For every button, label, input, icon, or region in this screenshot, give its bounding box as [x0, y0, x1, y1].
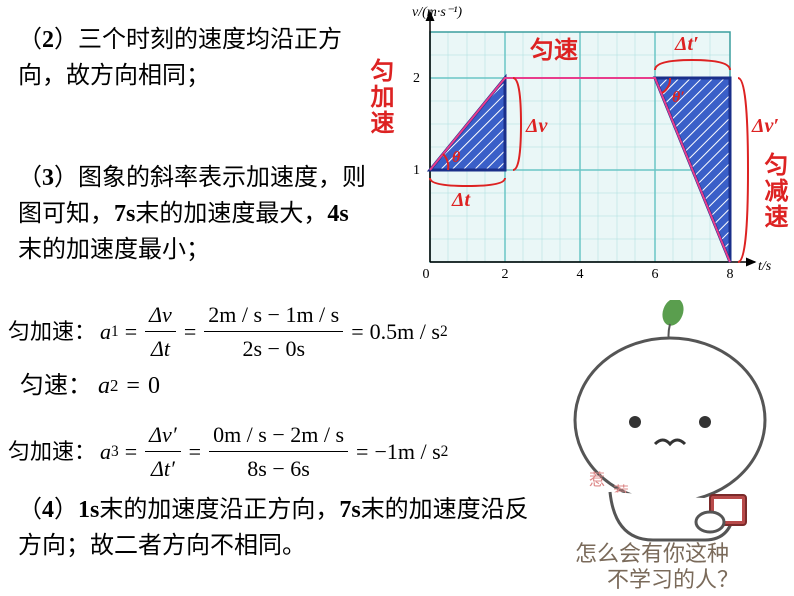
- eq3-result: −1m / s: [374, 435, 440, 468]
- eq3-frac1: Δv′ Δt′: [145, 418, 181, 485]
- delta-t-label: Δt: [451, 189, 472, 211]
- xtick-2: 2: [502, 267, 509, 282]
- para2-text: （2）三个时刻的速度均沿正方向，故方向相同；: [18, 27, 342, 89]
- eq3-den1: Δt′: [147, 452, 179, 485]
- xtick-6: 6: [652, 267, 659, 282]
- annot-uniform-decel: 匀减速: [756, 152, 791, 230]
- eq3-num2: 0m / s − 2m / s: [209, 418, 348, 452]
- annot-uniform-accel: 匀加速: [362, 58, 397, 136]
- cartoon-caption-2: 不学习的人？: [607, 562, 739, 594]
- theta-prime-label: θ′: [672, 89, 685, 106]
- eq3-den2: 8s − 6s: [243, 452, 314, 485]
- eq1-eq2: =: [184, 315, 196, 348]
- ytick-2: 2: [413, 71, 420, 86]
- cartoon-character: 惹 惹 怎么会有你这种 不学习的人？: [555, 300, 785, 590]
- eq2-sub: 2: [110, 373, 118, 398]
- bold-7s-b: 7s: [339, 497, 360, 523]
- y-axis-label: v/(m·s⁻¹): [412, 5, 462, 20]
- eq1-sym: a: [100, 315, 111, 348]
- eq3-eq1: =: [125, 435, 137, 468]
- paragraph-4: （4）1s末的加速度沿正方向，7s末的加速度沿反方向；故二者方向不相同。: [18, 492, 538, 564]
- x-axis-label: t/s: [758, 259, 772, 274]
- xtick-4: 4: [577, 267, 584, 282]
- eq1-label: 匀加速：: [8, 315, 96, 348]
- para4-text: （4）1s末的加速度沿正方向，7s末的加速度沿反方向；故二者方向不相同。: [18, 497, 529, 559]
- ytick-1: 1: [413, 163, 420, 178]
- eq2-sym: a: [98, 368, 110, 404]
- annot-uniform: 匀速: [530, 30, 578, 65]
- paragraph-2: （2）三个时刻的速度均沿正方向，故方向相同；: [18, 22, 358, 94]
- eq3-eq3: =: [356, 435, 368, 468]
- eq1-eq3: =: [351, 315, 363, 348]
- delta-v-label: Δv: [525, 115, 549, 137]
- eq3-num1: Δv′: [145, 418, 181, 452]
- vt-graph: 2 1 0 2 4 6 8 v/(m·s⁻¹) t/s θ θ′ Δt Δv Δ…: [370, 2, 770, 292]
- eq1-frac1: Δv Δt: [145, 298, 176, 365]
- bold-2: 2: [42, 27, 54, 53]
- eq3-sym: a: [100, 435, 111, 468]
- equation-a1: 匀加速： a1 = Δv Δt = 2m / s − 1m / s 2s − 0…: [8, 298, 448, 365]
- bold-1s: 1s: [78, 497, 99, 523]
- bold-3: 3: [42, 165, 54, 191]
- eq1-eq1: =: [125, 315, 137, 348]
- eq2-eq: =: [126, 368, 140, 404]
- para3-text: （3）图象的斜率表示加速度，则图可知，7s末的加速度最大，4s末的加速度最小；: [18, 165, 366, 263]
- eq1-num1: Δv: [145, 298, 176, 332]
- eq3-frac2: 0m / s − 2m / s 8s − 6s: [209, 418, 348, 485]
- eq3-label: 匀加速：: [8, 435, 96, 468]
- eq1-result: 0.5m / s: [370, 315, 440, 348]
- eq1-num2: 2m / s − 1m / s: [204, 298, 343, 332]
- xtick-8: 8: [727, 267, 734, 282]
- eq1-den1: Δt: [147, 332, 174, 365]
- equation-a2: 匀速： a2 = 0: [20, 368, 160, 404]
- paragraph-3: （3）图象的斜率表示加速度，则图可知，7s末的加速度最大，4s末的加速度最小；: [18, 160, 368, 268]
- eq1-frac2: 2m / s − 1m / s 2s − 0s: [204, 298, 343, 365]
- cheek-left: 惹: [589, 471, 605, 489]
- xtick-0: 0: [423, 267, 430, 282]
- bold-7s: 7s: [114, 201, 135, 227]
- bold-4: 4: [42, 497, 54, 523]
- equation-a3: 匀加速： a3 = Δv′ Δt′ = 0m / s − 2m / s 8s −…: [8, 418, 448, 485]
- eq3-exp: 2: [441, 440, 449, 463]
- graph-svg: 2 1 0 2 4 6 8 v/(m·s⁻¹) t/s θ θ′ Δt Δv Δ…: [370, 2, 790, 292]
- eq3-sub: 3: [111, 440, 119, 463]
- eq2-label: 匀速：: [20, 368, 92, 404]
- theta-label: θ: [452, 149, 461, 166]
- eq2-result: 0: [148, 368, 160, 404]
- eq1-den2: 2s − 0s: [238, 332, 309, 365]
- eq3-eq2: =: [189, 435, 201, 468]
- bold-4s: 4s: [327, 201, 348, 227]
- delta-t-prime-label: Δt′: [674, 33, 699, 55]
- delta-v-prime-label: Δv′: [751, 115, 779, 137]
- eq1-exp: 2: [440, 320, 448, 343]
- eq1-sub: 1: [111, 320, 119, 343]
